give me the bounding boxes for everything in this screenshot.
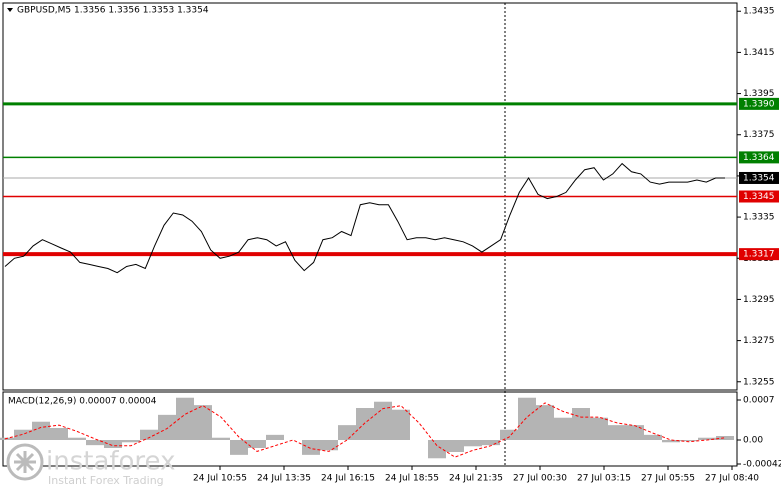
current-price-label: 1.3354 bbox=[743, 173, 775, 183]
y-tick-label: 1.3435 bbox=[743, 7, 775, 17]
histogram-bar bbox=[644, 434, 662, 440]
level-label: 1.3364 bbox=[743, 153, 775, 163]
y-tick-label: 0.00 bbox=[743, 436, 763, 446]
y-tick-label: 1.3395 bbox=[743, 89, 775, 99]
histogram-bar bbox=[32, 421, 50, 440]
histogram-bar bbox=[716, 436, 734, 440]
x-tick-label: 24 Jul 16:15 bbox=[321, 474, 375, 484]
histogram-bar bbox=[482, 440, 500, 446]
histogram-bar bbox=[104, 440, 122, 448]
histogram-bar bbox=[590, 417, 608, 440]
histogram-bar bbox=[158, 414, 176, 440]
logo: instaforex Instant Forex Trading bbox=[6, 443, 175, 487]
histogram-bar bbox=[266, 434, 284, 440]
macd-frame bbox=[2, 391, 738, 467]
histogram-bar bbox=[572, 408, 590, 440]
histogram-bar bbox=[140, 429, 158, 440]
logo-name: instaforex bbox=[46, 447, 175, 477]
logo-icon-mark bbox=[14, 451, 36, 473]
histogram-bar bbox=[212, 437, 230, 440]
macd-title: MACD(12,26,9) 0.00007 0.00004 bbox=[8, 397, 157, 407]
histogram-bar bbox=[14, 429, 32, 440]
histogram-bar bbox=[518, 397, 536, 440]
histogram-bar bbox=[50, 428, 68, 440]
level-label: 1.3390 bbox=[743, 99, 775, 109]
histogram-bar bbox=[500, 429, 518, 440]
histogram-bar bbox=[698, 437, 716, 440]
x-tick-label: 27 Jul 05:55 bbox=[641, 474, 695, 484]
histogram-bar bbox=[554, 417, 572, 440]
histogram-bar bbox=[464, 440, 482, 447]
histogram-bar bbox=[428, 440, 446, 459]
y-tick-label: 1.3255 bbox=[743, 377, 775, 387]
signal-line bbox=[4, 402, 726, 458]
level-label: 1.3345 bbox=[743, 192, 775, 202]
histogram-bar bbox=[194, 405, 212, 440]
level-label: 1.3317 bbox=[743, 250, 775, 260]
histogram-bar bbox=[392, 409, 410, 440]
histogram-bar bbox=[374, 401, 392, 440]
chart-title: GBPUSD,M5 1.3356 1.3356 1.3353 1.3354 bbox=[17, 6, 209, 16]
histogram-bar bbox=[356, 408, 374, 440]
x-tick-label: 24 Jul 18:55 bbox=[385, 474, 439, 484]
level-label-bg bbox=[739, 97, 779, 110]
histogram-bar bbox=[320, 440, 338, 451]
histogram-bar bbox=[608, 425, 626, 440]
histogram-bar bbox=[302, 440, 320, 455]
current-price-bg bbox=[739, 171, 779, 184]
x-tick-label: 27 Jul 03:15 bbox=[577, 474, 631, 484]
histogram-bar bbox=[446, 440, 464, 452]
level-label-bg bbox=[739, 248, 779, 261]
histogram-bar bbox=[230, 440, 248, 455]
x-tick-label: 24 Jul 13:35 bbox=[257, 474, 311, 484]
histogram-bar bbox=[662, 440, 680, 443]
histogram-bar bbox=[86, 440, 104, 446]
y-tick-label: 1.3275 bbox=[743, 336, 775, 346]
price-line bbox=[4, 162, 725, 274]
histogram-bar bbox=[680, 440, 698, 442]
dropdown-icon bbox=[7, 8, 13, 12]
histogram-bar bbox=[536, 405, 554, 440]
histogram-bar bbox=[338, 425, 356, 440]
logo-tagline: Instant Forex Trading bbox=[48, 474, 164, 487]
y-tick-label: 1.3415 bbox=[743, 48, 775, 58]
x-tick-label: 24 Jul 10:55 bbox=[193, 474, 247, 484]
y-tick-label: 0.0007 bbox=[743, 396, 775, 406]
histogram-bar bbox=[626, 425, 644, 440]
histogram-bar bbox=[248, 440, 266, 448]
x-tick-label: 27 Jul 00:30 bbox=[513, 474, 567, 484]
x-tick-label: 24 Jul 21:35 bbox=[449, 474, 503, 484]
level-label-bg bbox=[739, 151, 779, 164]
histogram-bar bbox=[122, 440, 140, 443]
x-tick-label: 27 Jul 08:40 bbox=[705, 474, 759, 484]
level-label-bg bbox=[739, 190, 779, 203]
histogram-bar bbox=[68, 437, 86, 440]
y-tick-label: 1.3335 bbox=[743, 213, 775, 223]
y-tick-label: 1.3295 bbox=[743, 295, 775, 305]
y-tick-label: -0.00042 bbox=[743, 460, 781, 470]
histogram-bar bbox=[176, 397, 194, 440]
y-tick-label: 1.3375 bbox=[743, 130, 775, 140]
